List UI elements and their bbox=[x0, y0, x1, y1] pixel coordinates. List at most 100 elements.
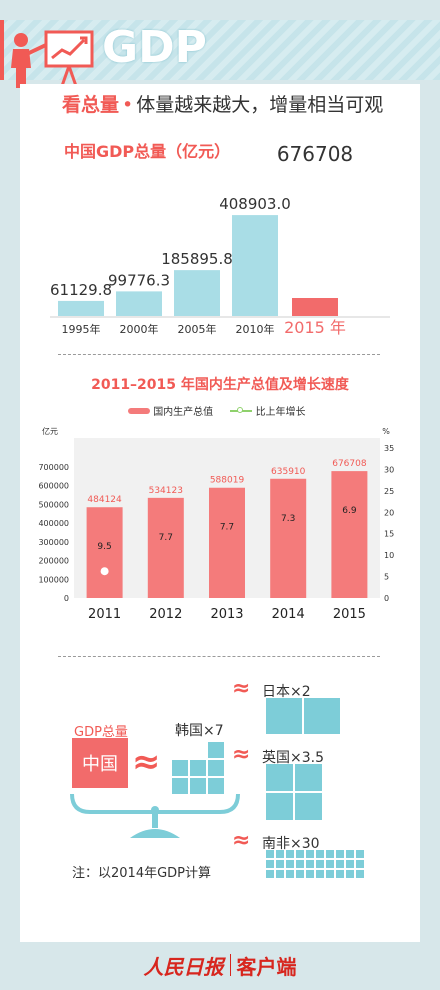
chart2-legend: 国内生产总值 比上年增长 bbox=[128, 403, 306, 418]
south-africa-block bbox=[356, 860, 364, 868]
gdp-total-label: GDP总量 bbox=[74, 725, 128, 740]
chart2-data-label: 534123 bbox=[149, 486, 183, 496]
south-africa-block bbox=[306, 870, 314, 878]
chart2-x-tick: 2014 bbox=[272, 607, 305, 622]
south-africa-block bbox=[346, 870, 354, 878]
uk-blocks bbox=[266, 764, 324, 822]
footer-divider bbox=[229, 954, 231, 976]
header-title: GDP bbox=[102, 22, 207, 73]
approx-sign-uk: ≈ bbox=[232, 742, 251, 767]
chart2-data-label: 588019 bbox=[210, 476, 245, 486]
chart2-y-tick: 100000 bbox=[38, 575, 69, 584]
legend-label-gdp: 国内生产总值 bbox=[153, 407, 214, 418]
chart1-tick-label: 2005年 bbox=[178, 322, 217, 336]
south-africa-block bbox=[286, 850, 294, 858]
south-africa-block bbox=[296, 870, 304, 878]
south-africa-blocks bbox=[266, 850, 364, 882]
chart2-y2-tick: 20 bbox=[384, 508, 394, 517]
south-africa-block bbox=[286, 870, 294, 878]
chart2-growth-label: 6.9 bbox=[342, 506, 357, 516]
chart1-data-label: 185895.8 bbox=[161, 250, 233, 268]
chart2-y2-tick: 25 bbox=[384, 487, 394, 496]
gdp-total-chart: 61129.8 1995年 99776.3 2000年 185895.8 2005年 408… bbox=[50, 142, 390, 337]
south-africa-block bbox=[326, 870, 334, 878]
uk-block bbox=[266, 793, 293, 820]
uk-label: 英国×3.5 bbox=[262, 750, 324, 766]
approx-sign-japan: ≈ bbox=[232, 676, 251, 701]
chart2-bar bbox=[147, 497, 184, 598]
chart1-title: 中国GDP总量（亿元） bbox=[64, 142, 231, 161]
south-africa-block bbox=[356, 850, 364, 858]
south-africa-block bbox=[336, 870, 344, 878]
chart2-x-tick: 2013 bbox=[210, 607, 243, 622]
south-africa-block bbox=[266, 850, 274, 858]
chart2-data-label: 484124 bbox=[87, 495, 122, 505]
footer: 人民日报 客户端 bbox=[0, 950, 440, 980]
chart2-y-unit: 亿元 bbox=[42, 426, 58, 436]
chart2-growth-label: 7.7 bbox=[220, 523, 234, 533]
tagline: 看总量 • 体量越来越大，增量相当可观 bbox=[62, 92, 383, 118]
chart1-bar bbox=[292, 298, 338, 316]
footer-brand-logo: 人民日报 bbox=[143, 954, 224, 979]
legend-label-growth: 比上年增长 bbox=[255, 407, 306, 418]
chart2-y-tick: 400000 bbox=[38, 519, 69, 528]
tagline-rest: 体量越来越大，增量相当可观 bbox=[136, 94, 384, 116]
south-africa-block bbox=[326, 850, 334, 858]
chart1-data-label: 99776.3 bbox=[108, 271, 170, 289]
chart2-y2-tick: 0 bbox=[384, 594, 389, 603]
south-africa-block bbox=[266, 870, 274, 878]
japan-block bbox=[304, 698, 340, 734]
chart1-data-label: 408903.0 bbox=[219, 195, 291, 213]
uk-block bbox=[266, 764, 293, 791]
chart2-y-tick: 700000 bbox=[38, 463, 69, 472]
south-africa-block bbox=[306, 850, 314, 858]
chart1-tick-label: 2015 年 bbox=[284, 318, 346, 337]
legend-swatch-gdp bbox=[128, 407, 150, 414]
chart2-y-tick: 0 bbox=[64, 594, 69, 603]
uk-block bbox=[295, 793, 322, 820]
tagline-dot: • bbox=[122, 94, 134, 116]
south-africa-block bbox=[296, 850, 304, 858]
chart2-y-tick: 500000 bbox=[38, 500, 69, 509]
gdp-growth-chart: 亿元 % 0 100000 200000 300000 400000 500000 600000… bbox=[38, 426, 394, 622]
chart1-data-label: 676708 bbox=[277, 142, 353, 166]
chart2-bar bbox=[209, 487, 245, 598]
footer-client: 客户端 bbox=[236, 954, 297, 979]
chart2-y2-tick: 10 bbox=[384, 551, 394, 560]
chart1-tick-label: 1995年 bbox=[62, 322, 101, 336]
korea-block bbox=[208, 778, 224, 794]
korea-block bbox=[208, 742, 224, 758]
chart1-tick-label: 2010年 bbox=[236, 322, 275, 336]
korea-block bbox=[208, 760, 224, 776]
japan-label: 日本×2 bbox=[262, 684, 311, 700]
korea-blocks bbox=[172, 742, 228, 794]
chart1-bar bbox=[116, 291, 162, 316]
south-africa-block bbox=[316, 850, 324, 858]
south-africa-block bbox=[346, 860, 354, 868]
chart2-y2-tick: 15 bbox=[384, 530, 394, 539]
south-africa-block bbox=[316, 870, 324, 878]
chart2-y2-tick: 5 bbox=[384, 573, 389, 582]
chart2-growth-label: 7.7 bbox=[159, 533, 173, 543]
chart2-title: 2011–2015 年国内生产总值及增长速度 bbox=[91, 377, 349, 393]
china-box: 中国 bbox=[72, 738, 128, 788]
south-africa-block bbox=[276, 850, 284, 858]
chart2-y2-unit: % bbox=[382, 427, 390, 436]
uk-block bbox=[295, 764, 322, 791]
south-africa-block bbox=[276, 860, 284, 868]
korea-block bbox=[172, 760, 188, 776]
chart2-data-label: 635910 bbox=[271, 467, 306, 477]
chart2-bar bbox=[270, 478, 307, 598]
chart2-y2-tick: 30 bbox=[384, 465, 394, 474]
south-africa-block bbox=[306, 860, 314, 868]
south-africa-block bbox=[296, 860, 304, 868]
korea-block bbox=[190, 760, 206, 776]
south-africa-block bbox=[316, 860, 324, 868]
chart2-y-tick: 600000 bbox=[38, 482, 69, 491]
japan-block bbox=[266, 698, 302, 734]
sa-label: 南非×30 bbox=[262, 836, 320, 852]
chart1-bar bbox=[232, 215, 278, 316]
presenter-icon bbox=[11, 30, 94, 88]
south-africa-block bbox=[336, 850, 344, 858]
